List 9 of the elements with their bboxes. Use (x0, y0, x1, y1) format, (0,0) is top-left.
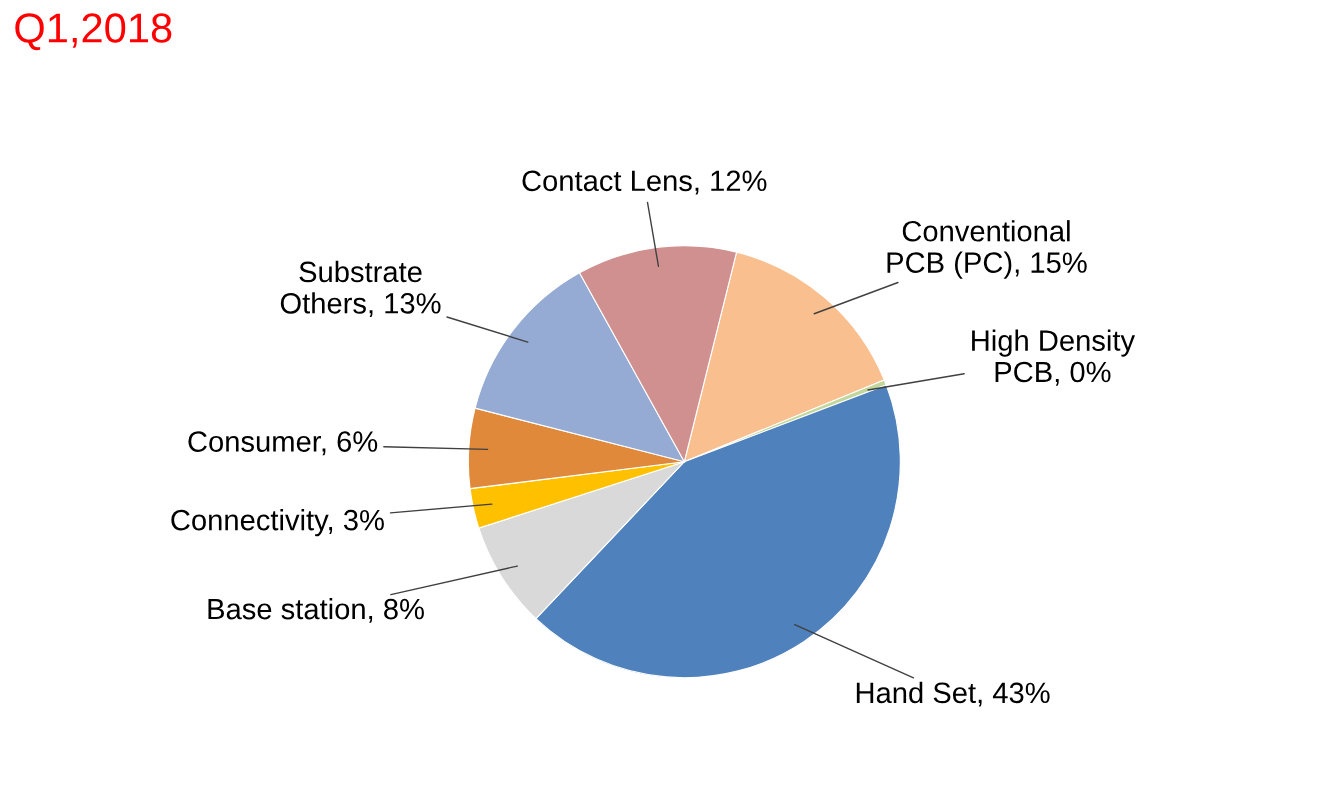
slice-label: Substrate Others, 13% (280, 260, 441, 318)
chart-title: Q1,2018 (15, 13, 172, 51)
slice-label: High Density PCB, 0% (972, 329, 1136, 386)
slice-label: Contact Lens, 12% (522, 170, 767, 195)
slice-label: Hand Set, 43% (856, 681, 1050, 707)
slice-label: Conventional PCB (PC), 15% (887, 220, 1087, 279)
slice-label: Connectivity, 3% (171, 509, 384, 537)
slice-label: Base station, 8% (208, 597, 424, 623)
slice-label: Consumer, 6% (188, 431, 378, 456)
